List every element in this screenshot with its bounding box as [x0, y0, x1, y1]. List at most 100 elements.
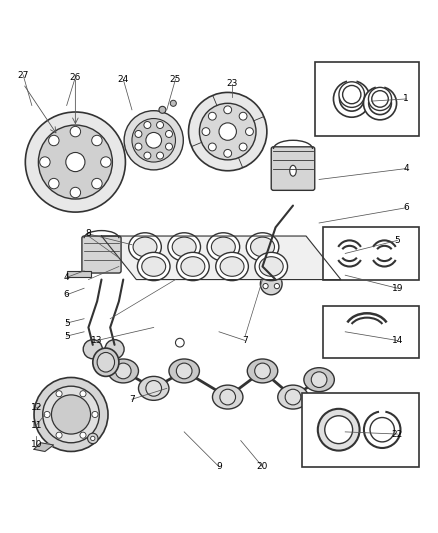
- Text: 10: 10: [31, 440, 42, 449]
- FancyBboxPatch shape: [271, 147, 315, 190]
- Circle shape: [166, 131, 173, 138]
- Circle shape: [83, 340, 102, 359]
- Circle shape: [51, 395, 91, 434]
- Circle shape: [39, 125, 113, 199]
- Circle shape: [246, 128, 253, 135]
- Circle shape: [208, 143, 216, 151]
- Text: 26: 26: [70, 72, 81, 82]
- Ellipse shape: [93, 348, 119, 376]
- Circle shape: [70, 187, 81, 198]
- Circle shape: [92, 411, 98, 417]
- Circle shape: [144, 152, 151, 159]
- Circle shape: [66, 152, 85, 172]
- Circle shape: [202, 128, 210, 135]
- Ellipse shape: [138, 252, 170, 281]
- Circle shape: [188, 92, 267, 171]
- Circle shape: [70, 126, 81, 137]
- Circle shape: [92, 179, 102, 189]
- Circle shape: [146, 133, 162, 148]
- Ellipse shape: [168, 233, 201, 261]
- Ellipse shape: [212, 237, 235, 257]
- Text: 11: 11: [31, 421, 42, 430]
- Ellipse shape: [290, 165, 296, 176]
- Circle shape: [199, 103, 256, 160]
- Circle shape: [56, 432, 62, 438]
- Circle shape: [34, 377, 108, 451]
- Circle shape: [364, 411, 400, 448]
- Circle shape: [156, 122, 163, 128]
- Text: 5: 5: [64, 319, 70, 328]
- Text: 9: 9: [216, 462, 222, 471]
- Text: 6: 6: [403, 203, 409, 212]
- Circle shape: [44, 411, 50, 417]
- Circle shape: [40, 157, 50, 167]
- Circle shape: [372, 91, 389, 107]
- Circle shape: [116, 363, 131, 379]
- Ellipse shape: [251, 237, 275, 257]
- Text: 7: 7: [242, 336, 248, 345]
- Circle shape: [92, 135, 102, 146]
- Text: 6: 6: [64, 290, 70, 300]
- Circle shape: [339, 87, 364, 111]
- Bar: [302, 393, 419, 467]
- Ellipse shape: [169, 359, 199, 383]
- Circle shape: [368, 87, 392, 110]
- Circle shape: [177, 363, 192, 379]
- Circle shape: [325, 416, 353, 443]
- Circle shape: [274, 284, 279, 289]
- Ellipse shape: [129, 233, 161, 261]
- Circle shape: [239, 112, 247, 120]
- Circle shape: [43, 386, 99, 443]
- Circle shape: [285, 389, 301, 405]
- Circle shape: [208, 112, 216, 120]
- Circle shape: [220, 389, 236, 405]
- Text: 12: 12: [31, 403, 42, 413]
- Circle shape: [25, 112, 125, 212]
- Ellipse shape: [304, 368, 334, 392]
- Text: 13: 13: [92, 336, 103, 345]
- Ellipse shape: [108, 359, 138, 383]
- Circle shape: [124, 111, 184, 170]
- Circle shape: [224, 106, 232, 114]
- Ellipse shape: [220, 257, 244, 276]
- Circle shape: [343, 85, 361, 104]
- Circle shape: [318, 409, 360, 450]
- Text: 23: 23: [226, 79, 238, 88]
- Circle shape: [239, 143, 247, 151]
- Circle shape: [333, 80, 370, 117]
- Circle shape: [170, 100, 177, 107]
- Bar: [315, 62, 419, 136]
- Text: 24: 24: [118, 75, 129, 84]
- Ellipse shape: [138, 376, 169, 400]
- Bar: [67, 271, 91, 277]
- Circle shape: [254, 363, 270, 379]
- Circle shape: [88, 433, 98, 443]
- Bar: [323, 228, 419, 279]
- Polygon shape: [34, 443, 53, 451]
- Circle shape: [219, 123, 237, 140]
- Text: 19: 19: [392, 284, 403, 293]
- Circle shape: [166, 143, 173, 150]
- Circle shape: [369, 92, 391, 115]
- Ellipse shape: [216, 252, 248, 281]
- Circle shape: [101, 157, 111, 167]
- Circle shape: [49, 135, 59, 146]
- Ellipse shape: [142, 257, 166, 276]
- Circle shape: [370, 417, 394, 442]
- Ellipse shape: [246, 233, 279, 261]
- Text: 5: 5: [64, 332, 70, 341]
- Circle shape: [146, 381, 162, 396]
- Circle shape: [144, 122, 151, 128]
- Circle shape: [176, 338, 184, 347]
- Circle shape: [132, 118, 176, 162]
- Circle shape: [56, 391, 62, 397]
- Ellipse shape: [278, 385, 308, 409]
- Ellipse shape: [172, 237, 196, 257]
- Polygon shape: [102, 236, 341, 279]
- Circle shape: [105, 340, 124, 359]
- Ellipse shape: [207, 233, 240, 261]
- Text: 27: 27: [18, 70, 29, 79]
- Text: 7: 7: [129, 395, 135, 403]
- Text: 22: 22: [392, 430, 403, 439]
- Text: 1: 1: [403, 94, 409, 103]
